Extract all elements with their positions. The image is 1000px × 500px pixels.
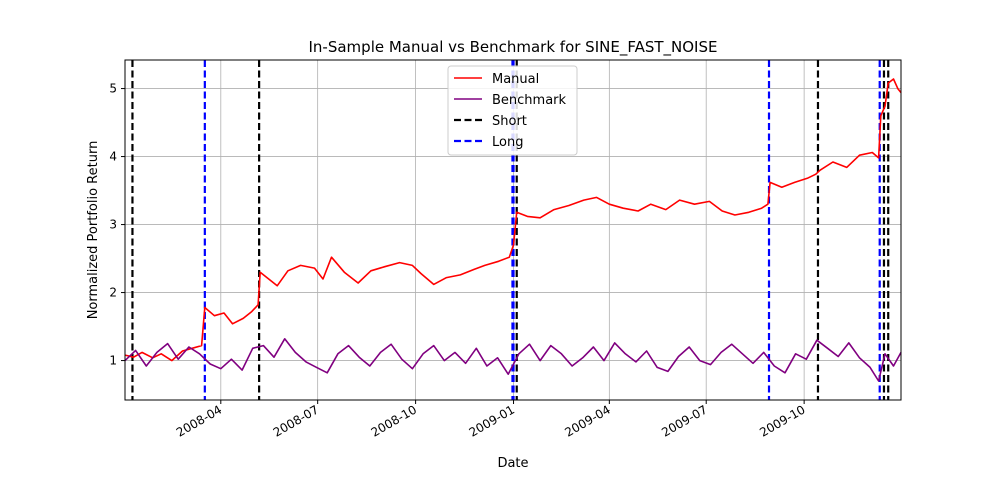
y-axis-label: Normalized Portfolio Return bbox=[86, 141, 101, 320]
legend-label-short: Short bbox=[492, 114, 527, 129]
y-tick-label-4: 4 bbox=[109, 150, 117, 164]
manual-series-line bbox=[124, 78, 902, 362]
y-tick-label-2: 2 bbox=[109, 286, 117, 300]
chart-title: In-Sample Manual vs Benchmark for SINE_F… bbox=[309, 38, 718, 57]
y-tick-label-1: 1 bbox=[109, 354, 117, 368]
legend-label-long: Long bbox=[492, 135, 523, 150]
plot-frame bbox=[124, 59, 902, 401]
legend-box bbox=[447, 65, 578, 156]
x-axis-label: Date bbox=[497, 456, 528, 471]
benchmark-series-line bbox=[124, 338, 902, 382]
legend: Manual Benchmark Short Long bbox=[447, 65, 578, 156]
signal-lines bbox=[131, 60, 890, 400]
y-axis: 1 2 3 4 5 bbox=[109, 82, 125, 368]
legend-label-manual: Manual bbox=[492, 72, 539, 87]
y-tick-label-3: 3 bbox=[109, 218, 117, 232]
legend-label-benchmark: Benchmark bbox=[492, 93, 567, 108]
series-lines bbox=[124, 78, 902, 382]
y-tick-label-5: 5 bbox=[109, 82, 117, 96]
